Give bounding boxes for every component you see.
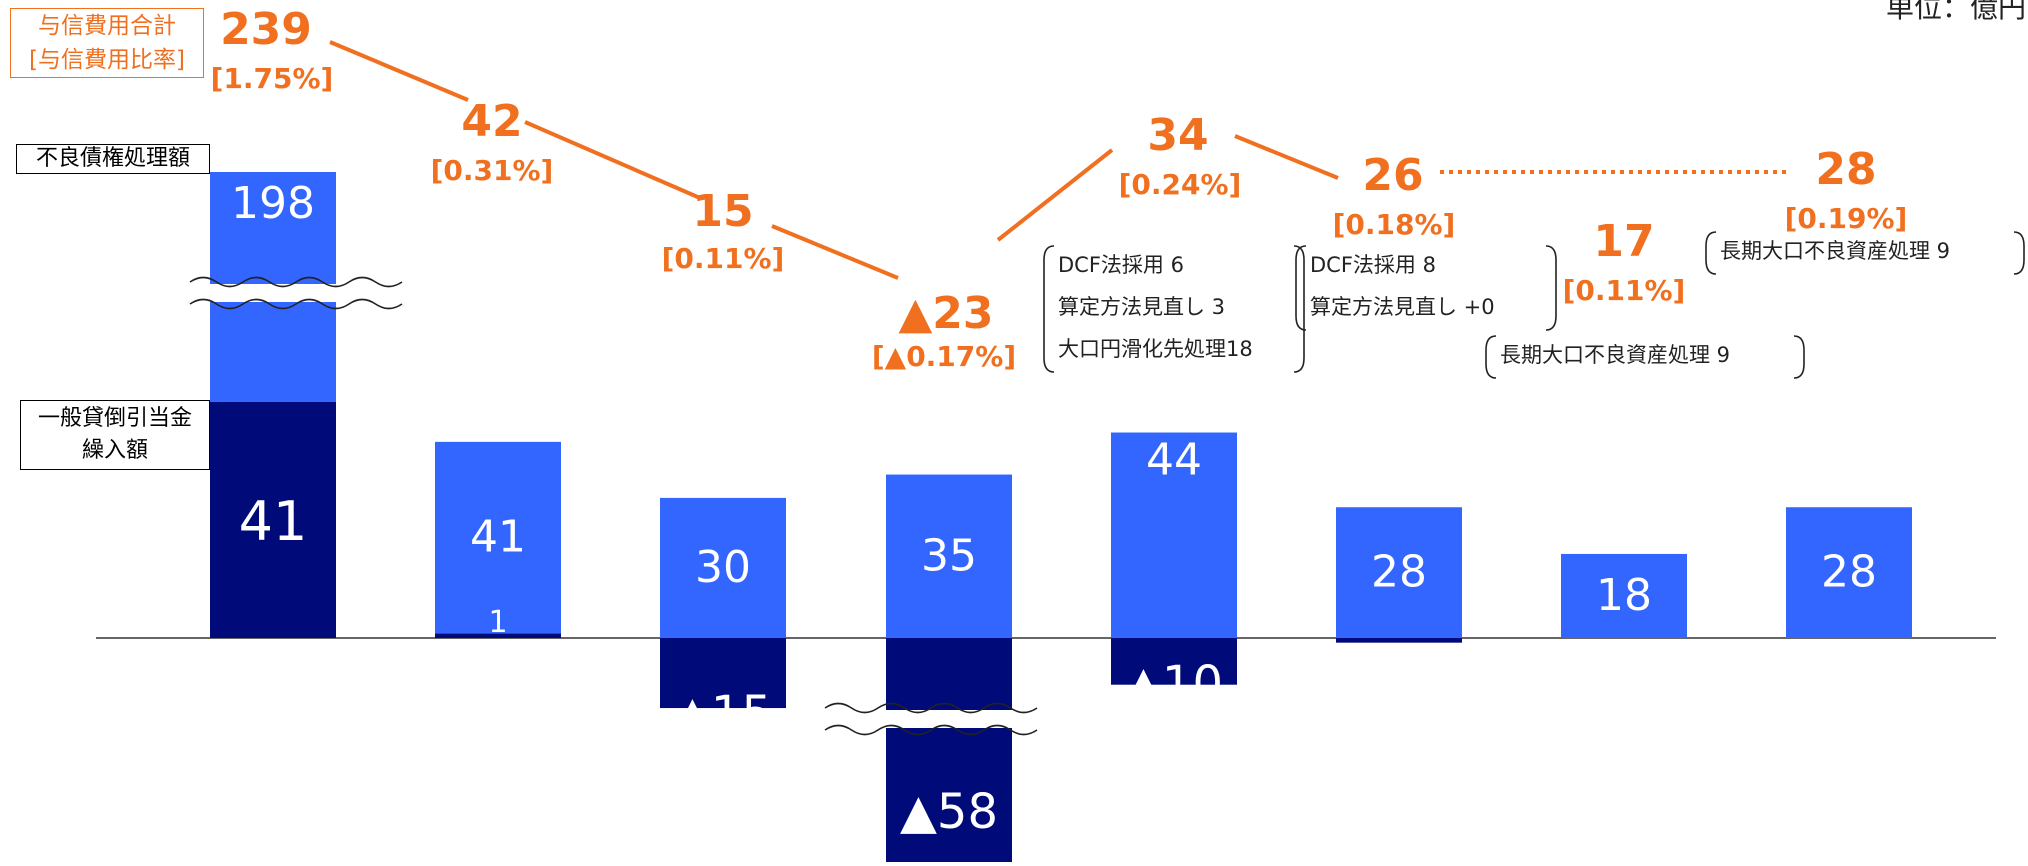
note-bracket-left xyxy=(1295,245,1307,331)
total-line-seg xyxy=(524,120,701,200)
npl-bar xyxy=(886,474,1012,638)
note-bracket-left xyxy=(1485,335,1497,379)
general-bar xyxy=(660,638,786,709)
general-value-label: ▲0 xyxy=(1831,645,1868,675)
npl-value-label: 28 xyxy=(1821,547,1877,598)
general-value-label: 1 xyxy=(488,605,507,640)
total-value-label: ▲23 xyxy=(898,288,993,339)
note-bracket-right xyxy=(1793,335,1805,379)
total-ratio-label: [▲0.17%] xyxy=(872,340,1016,373)
total-value-label: 17 xyxy=(1593,216,1654,267)
total-value-label: 15 xyxy=(692,186,753,237)
general-value-label: 41 xyxy=(239,490,308,553)
npl-label-box: 不良債権処理額 xyxy=(16,144,210,174)
npl-bar xyxy=(1786,507,1912,638)
note-bracket-right xyxy=(1293,245,1305,373)
axis-break-4-line-top xyxy=(824,702,1038,714)
total-value-label: 26 xyxy=(1362,150,1423,201)
total-ratio-label: [0.24%] xyxy=(1119,168,1242,201)
general-value-label: ▲1 xyxy=(1381,645,1418,675)
npl-bar xyxy=(1336,507,1462,638)
npl-bar xyxy=(435,441,561,634)
total-ratio-label: [0.11%] xyxy=(1563,274,1686,307)
general-label-line2: 繰入額 xyxy=(81,438,148,463)
npl-value-label: 28 xyxy=(1371,547,1427,598)
npl-value-label: 44 xyxy=(1146,435,1202,486)
note-line: 長期大口不良資産処理 9 xyxy=(1500,343,1730,367)
total-line-seg xyxy=(771,224,899,280)
note-line: 算定方法見直し 3 xyxy=(1058,295,1225,319)
note-line: DCF法採用 6 xyxy=(1058,253,1184,277)
total-value-label: 28 xyxy=(1815,144,1876,195)
axis-break-1-line-bottom xyxy=(189,298,403,310)
axis-break-1-line-top xyxy=(189,276,403,288)
note-line: 大口円滑化先処理18 xyxy=(1058,337,1253,361)
general-value-label: ▲15 xyxy=(674,686,772,742)
npl-bar xyxy=(1561,553,1687,638)
npl-value-label: 35 xyxy=(921,530,977,581)
note-bracket-right xyxy=(1545,245,1557,331)
total-ratio-label: [0.31%] xyxy=(431,154,554,187)
note-line: 算定方法見直し +0 xyxy=(1310,295,1495,319)
npl-value-label: 30 xyxy=(695,542,751,593)
total-line-seg xyxy=(329,40,469,102)
total-value-label: 239 xyxy=(220,4,312,55)
general-bar xyxy=(1111,638,1237,685)
note-bracket-left xyxy=(1705,231,1717,275)
general-bar xyxy=(210,402,336,638)
unit-label: 単位：億円 xyxy=(1885,0,2026,24)
general-label-line1: 一般貸倒引当金 xyxy=(37,406,192,431)
total-value-label: 34 xyxy=(1147,110,1208,161)
total-ratio-label: [0.18%] xyxy=(1333,208,1456,241)
general-bar xyxy=(435,633,561,638)
general-value-label: ▲58 xyxy=(900,784,998,840)
note-line: DCF法採用 8 xyxy=(1310,253,1436,277)
total-ratio-label: [1.75%] xyxy=(211,62,334,95)
npl-value-label: 41 xyxy=(470,512,526,563)
total-line-seg xyxy=(1234,134,1339,180)
note-line: 長期大口不良資産処理 9 xyxy=(1720,239,1950,263)
npl-value-label: 18 xyxy=(1596,570,1652,621)
npl-value-label: 198 xyxy=(231,178,315,229)
legend-total-box: 与信費用合計 [与信費用比率] xyxy=(10,8,204,78)
general-bar xyxy=(886,638,1012,862)
general-value-label: ▲0 xyxy=(1606,645,1643,675)
axis-break-4-line-bottom xyxy=(824,724,1038,736)
legend-ratio-label: [与信費用比率] xyxy=(29,47,185,73)
total-ratio-label: [0.19%] xyxy=(1785,202,1908,235)
axis-break-4-gap xyxy=(833,710,1029,728)
total-value-label: 42 xyxy=(461,96,522,147)
npl-bar xyxy=(1111,432,1237,638)
general-label-box: 一般貸倒引当金 繰入額 xyxy=(20,400,210,470)
note-bracket-left xyxy=(1043,245,1055,373)
npl-bar xyxy=(660,497,786,638)
total-line-seg xyxy=(996,148,1114,242)
axis-break-1-gap xyxy=(198,284,394,302)
note-bracket-right xyxy=(2013,231,2025,275)
total-ratio-label: [0.11%] xyxy=(662,242,785,275)
general-value-label: ▲10 xyxy=(1125,656,1223,712)
npl-label: 不良債権処理額 xyxy=(35,146,190,171)
general-bar xyxy=(1336,638,1462,643)
legend-total-label: 与信費用合計 xyxy=(38,13,176,39)
